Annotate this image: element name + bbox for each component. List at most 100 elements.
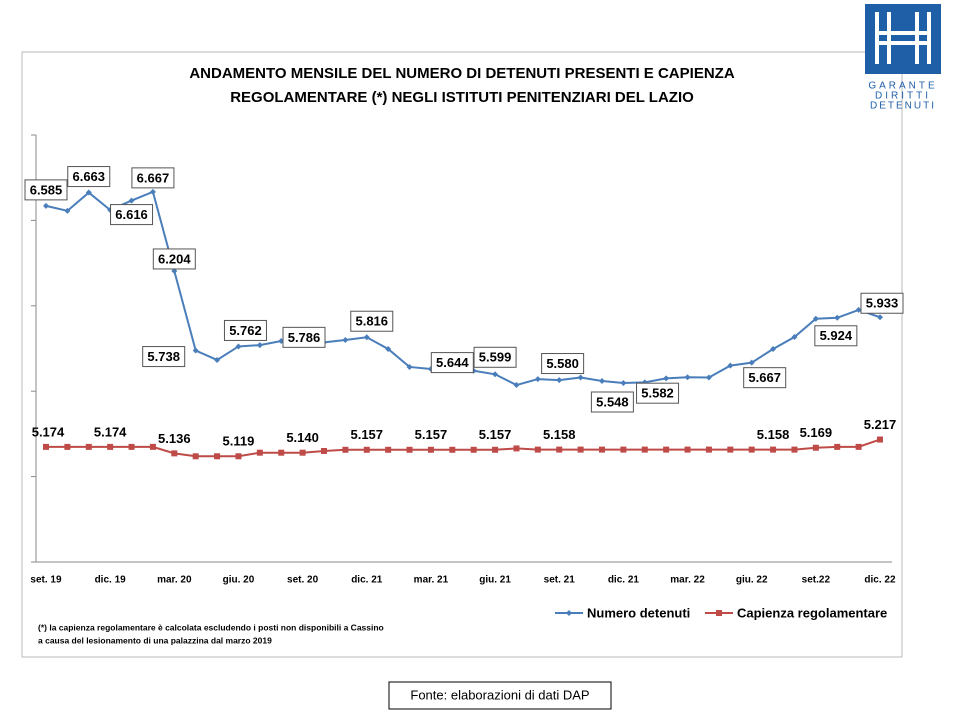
marker — [534, 446, 541, 453]
marker — [64, 443, 71, 450]
marker — [513, 382, 520, 389]
marker — [705, 374, 712, 381]
value-label: 5.119 — [223, 434, 255, 449]
label-box — [860, 292, 904, 314]
label-box — [131, 167, 175, 189]
marker — [385, 446, 392, 453]
marker — [278, 449, 285, 456]
marker — [877, 314, 883, 321]
chart-title: REGOLAMENTARE (*) NEGLI ISTITUTI PENITEN… — [230, 89, 694, 106]
value-label: 5.762 — [229, 323, 262, 338]
value-label: 5.217 — [864, 417, 897, 432]
marker — [684, 446, 691, 453]
label-box — [541, 353, 585, 375]
marker — [107, 443, 114, 450]
value-label: 5.667 — [748, 370, 781, 385]
x-tick-label: dic. 21 — [351, 575, 383, 586]
marker — [385, 346, 392, 353]
value-label: 5.933 — [866, 296, 899, 311]
marker — [834, 314, 841, 321]
marker — [770, 346, 777, 353]
logo-text: DIRITTI — [875, 91, 931, 102]
label-box — [223, 319, 267, 341]
x-tick-label: giu. 20 — [223, 575, 255, 586]
label-box — [430, 352, 474, 374]
marker — [620, 380, 627, 387]
logo-text: GARANTE — [868, 81, 937, 92]
label-box — [67, 166, 111, 188]
marker — [620, 446, 627, 453]
marker — [406, 363, 413, 370]
marker — [149, 443, 156, 450]
marker — [85, 189, 92, 196]
marker — [513, 445, 520, 452]
value-label: 5.157 — [415, 427, 448, 442]
footnote: a causa del lesionamento di una palazzin… — [38, 635, 272, 645]
label-box — [814, 325, 858, 347]
marker — [192, 347, 199, 354]
legend-label: Capienza regolamentare — [737, 605, 887, 620]
value-label: 5.580 — [546, 356, 579, 371]
value-label: 5.158 — [543, 427, 576, 442]
marker — [791, 446, 798, 453]
value-label: 6.204 — [158, 251, 191, 266]
marker — [256, 342, 263, 349]
x-tick-label: giu. 21 — [479, 575, 511, 586]
marker — [43, 202, 49, 209]
marker — [577, 446, 584, 453]
marker — [663, 446, 670, 453]
marker — [149, 188, 156, 195]
source: Fonte: elaborazioni di dati DAP — [410, 687, 589, 702]
marker — [406, 446, 413, 453]
value-label: 5.738 — [147, 349, 180, 364]
value-label: 5.786 — [288, 330, 321, 345]
label-box — [743, 367, 787, 389]
marker — [492, 371, 499, 378]
marker — [192, 453, 199, 460]
marker — [64, 207, 71, 214]
value-label: 5.157 — [479, 427, 512, 442]
value-label: 5.169 — [800, 425, 833, 440]
x-tick-label: set. 20 — [287, 575, 319, 586]
marker — [43, 443, 49, 450]
marker — [427, 446, 434, 453]
marker — [492, 446, 499, 453]
marker — [791, 334, 798, 341]
marker — [855, 443, 862, 450]
legend-marker — [566, 610, 572, 616]
x-tick-label: dic. 22 — [864, 575, 896, 586]
label-box — [350, 310, 394, 332]
label-box — [110, 204, 154, 226]
x-tick-label: mar. 21 — [414, 575, 449, 586]
value-label: 5.157 — [350, 427, 383, 442]
series-line — [46, 438, 881, 458]
value-label: 5.924 — [820, 328, 853, 343]
marker — [171, 450, 178, 457]
x-tick-label: set. 19 — [30, 575, 62, 586]
marker — [812, 444, 819, 451]
label-box — [590, 391, 634, 413]
marker — [470, 446, 477, 453]
marker — [748, 446, 755, 453]
label-box — [473, 346, 517, 368]
marker — [684, 374, 691, 381]
x-tick-label: dic. 19 — [95, 575, 127, 586]
marker — [834, 443, 841, 450]
marker — [812, 315, 819, 322]
marker — [128, 443, 135, 450]
legend-label: Numero detenuti — [587, 605, 690, 620]
value-label: 5.140 — [286, 430, 319, 445]
marker — [235, 453, 242, 460]
value-label: 6.667 — [137, 170, 170, 185]
value-label: 5.174 — [32, 424, 65, 439]
marker — [363, 446, 370, 453]
marker — [705, 446, 712, 453]
marker — [727, 362, 734, 369]
marker — [663, 375, 670, 382]
label-box — [142, 346, 186, 368]
x-tick-label: mar. 20 — [157, 575, 192, 586]
marker — [534, 376, 541, 383]
legend-marker — [716, 610, 722, 616]
